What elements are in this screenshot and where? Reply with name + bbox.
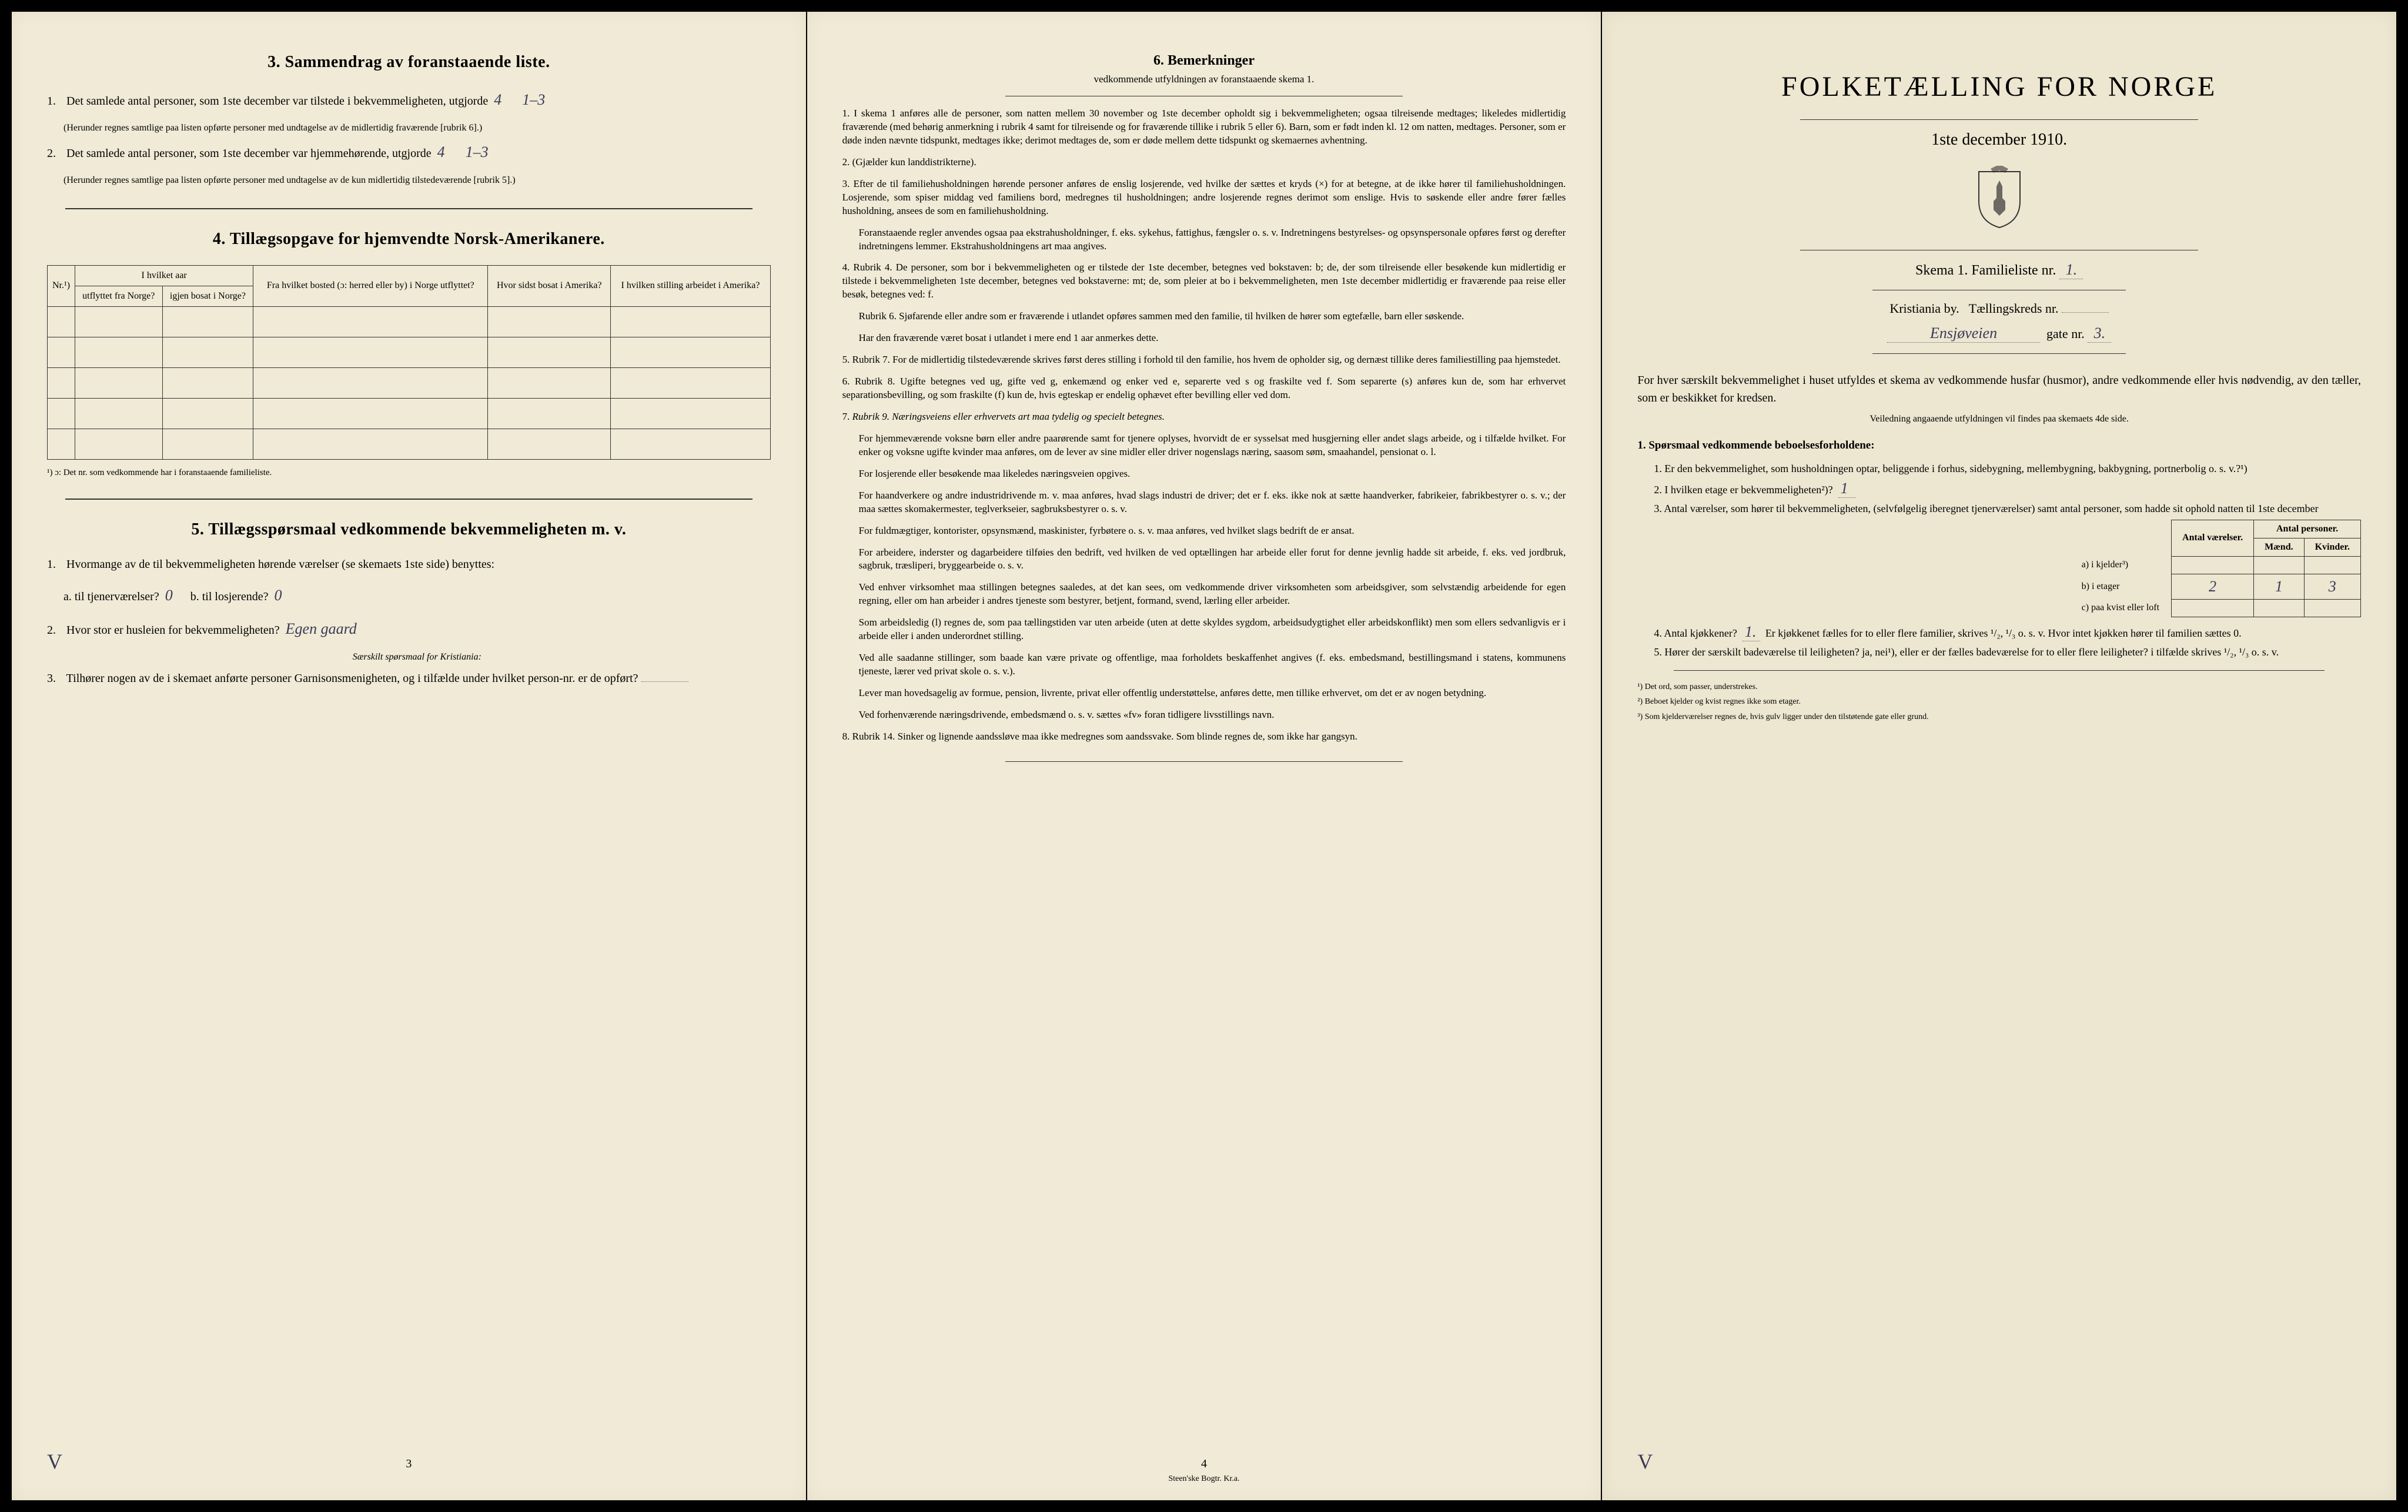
remark-1: 1. I skema 1 anføres alle de personer, s… bbox=[842, 107, 1566, 148]
remark-7: 7. Rubrik 9. Næringsveiens eller erhverv… bbox=[842, 410, 1566, 424]
remark-7c: For haandverkere og andre industridriven… bbox=[859, 489, 1566, 516]
remark-7j: Ved forhenværende næringsdrivende, embed… bbox=[859, 708, 1566, 722]
coat-of-arms-icon bbox=[1637, 166, 2361, 233]
divider bbox=[65, 208, 752, 209]
table-4-foot: ¹) ɔ: Det nr. som vedkommende har i fora… bbox=[47, 468, 771, 478]
section-5-title: 5. Tillægsspørsmaal vedkommende bekvemme… bbox=[47, 520, 771, 539]
guidance-text: Veiledning angaaende utfyldningen vil fi… bbox=[1637, 414, 2361, 424]
page-right: FOLKETÆLLING FOR NORGE 1ste december 191… bbox=[1602, 12, 2396, 1500]
col-bosat: igjen bosat i Norge? bbox=[162, 286, 253, 306]
foot-1: ¹) Det ord, som passer, understrekes. bbox=[1637, 681, 2361, 693]
remark-7e: For arbeidere, inderster og dagarbeidere… bbox=[859, 546, 1566, 573]
intro-text: For hver særskilt bekvemmelighet i huset… bbox=[1637, 372, 2361, 407]
page-left: 3. Sammendrag av foranstaaende liste. 1.… bbox=[12, 12, 806, 1500]
col-utflyttet: utflyttet fra Norge? bbox=[75, 286, 163, 306]
street-val: Ensjøveien bbox=[1887, 325, 2040, 343]
item-2: 2. Det samlede antal personer, som 1ste … bbox=[47, 141, 771, 163]
remark-7h: Ved alle saadanne stillinger, som baade … bbox=[859, 651, 1566, 678]
section-3-title: 3. Sammendrag av foranstaaende liste. bbox=[47, 53, 771, 72]
city-line: Kristiania by. Tællingskreds nr. bbox=[1637, 301, 2361, 316]
date-line: 1ste december 1910. bbox=[1637, 131, 2361, 149]
main-title: FOLKETÆLLING FOR NORGE bbox=[1637, 71, 2361, 103]
page-middle: 6. Bemerkninger vedkommende utfyldningen… bbox=[807, 12, 1601, 1500]
remark-7d: For fuldmægtiger, kontorister, opsynsmæn… bbox=[859, 524, 1566, 538]
foot-3: ³) Som kjelderværelser regnes de, hvis g… bbox=[1637, 711, 2361, 723]
q5-2-val: Egen gaard bbox=[286, 620, 357, 637]
page-num-4: 4 bbox=[1201, 1457, 1207, 1471]
q1-3: 3. Antal værelser, som hører til bekvemm… bbox=[1654, 503, 2361, 515]
q1-title: 1. Spørsmaal vedkommende beboelsesforhol… bbox=[1637, 437, 2361, 454]
item-1: 1. Det samlede antal personer, som 1ste … bbox=[47, 88, 771, 111]
skema-line: Skema 1. Familieliste nr. 1. bbox=[1637, 261, 2361, 279]
q5-1b-val: 0 bbox=[274, 587, 282, 604]
item-2-val2: 1–3 bbox=[466, 143, 489, 160]
check-mark: V bbox=[1637, 1449, 1653, 1474]
table-4: Nr.¹) I hvilket aar Fra hvilket bosted (… bbox=[47, 265, 771, 460]
remark-5: 5. Rubrik 7. For de midlertidig tilstede… bbox=[842, 353, 1566, 367]
divider bbox=[1674, 670, 2325, 671]
q1-2: 2. I hvilken etage er bekvemmeligheten²)… bbox=[1654, 480, 2361, 498]
q1-4: 4. Antal kjøkkener? 1. Er kjøkkenet fæll… bbox=[1654, 623, 2361, 641]
item-1-text: Det samlede antal personer, som 1ste dec… bbox=[66, 95, 488, 108]
item-2-text: Det samlede antal personer, som 1ste dec… bbox=[66, 147, 432, 160]
etage-val: 1 bbox=[1838, 480, 1856, 498]
remark-4c: Har den fraværende været bosat i utlande… bbox=[859, 332, 1566, 345]
remark-7a: For hjemmeværende voksne børn eller andr… bbox=[859, 432, 1566, 459]
street-line: Ensjøveien gate nr. 3. bbox=[1637, 325, 2361, 343]
q5-1a-val: 0 bbox=[165, 587, 173, 604]
foot-2: ²) Beboet kjelder og kvist regnes ikke s… bbox=[1637, 696, 2361, 708]
q5-2-note: Særskilt spørsmaal for Kristiania: bbox=[63, 651, 771, 664]
printer-line: Steen'ske Bogtr. Kr.a. bbox=[1168, 1474, 1239, 1484]
remark-6: 6. Rubrik 8. Ugifte betegnes ved ug, gif… bbox=[842, 375, 1566, 402]
col-stilling: I hvilken stilling arbeidet i Amerika? bbox=[611, 265, 770, 306]
row-b-maend: 1 bbox=[2275, 578, 2283, 595]
check-mark: V bbox=[47, 1449, 62, 1474]
remark-7i: Lever man hovedsagelig av formue, pensio… bbox=[859, 687, 1566, 700]
item-2-val1: 4 bbox=[437, 143, 445, 160]
section-6-title: 6. Bemerkninger bbox=[842, 53, 1566, 69]
col-amerika: Hvor sidst bosat i Amerika? bbox=[488, 265, 611, 306]
col-bosted: Fra hvilket bosted (ɔ: herred eller by) … bbox=[253, 265, 488, 306]
item-1-note: (Herunder regnes samtlige paa listen opf… bbox=[63, 122, 771, 135]
remark-7b: For losjerende eller besøkende maa likel… bbox=[859, 467, 1566, 481]
divider bbox=[65, 499, 752, 500]
item-2-note: (Herunder regnes samtlige paa listen opf… bbox=[63, 174, 771, 187]
col-nr: Nr.¹) bbox=[48, 265, 75, 306]
page-num-3: 3 bbox=[406, 1457, 412, 1471]
q5-1: 1. Hvormange av de til bekvemmeligheten … bbox=[47, 556, 771, 573]
remark-8: 8. Rubrik 14. Sinker og lignende aandssl… bbox=[842, 730, 1566, 744]
item-1-val1: 4 bbox=[494, 91, 501, 108]
remark-4b: Rubrik 6. Sjøfarende eller andre som er … bbox=[859, 310, 1566, 323]
divider-short bbox=[1800, 119, 2198, 120]
row-b-kvinder: 3 bbox=[2329, 578, 2336, 595]
remark-7f: Ved enhver virksomhet maa stillingen bet… bbox=[859, 581, 1566, 608]
divider-short bbox=[1005, 761, 1403, 762]
kjokken-val: 1. bbox=[1743, 623, 1760, 641]
row-b-vaer: 2 bbox=[2209, 578, 2216, 595]
rooms-table: Antal værelser. Antal personer. Mænd. Kv… bbox=[2071, 520, 2361, 617]
remark-4: 4. Rubrik 4. De personer, som bor i bekv… bbox=[842, 261, 1566, 302]
item-num: 2. bbox=[47, 145, 63, 162]
section-4-title: 4. Tillægsopgave for hjemvendte Norsk-Am… bbox=[47, 230, 771, 249]
q1-1: 1. Er den bekvemmelighet, som husholdnin… bbox=[1654, 463, 2361, 475]
remark-7g: Som arbeidsledig (l) regnes de, som paa … bbox=[859, 616, 1566, 643]
item-1-val2: 1–3 bbox=[522, 91, 545, 108]
remark-3: 3. Efter de til familiehusholdningen hør… bbox=[842, 178, 1566, 218]
q1-5: 5. Hører der særskilt badeværelse til le… bbox=[1654, 646, 2361, 658]
divider-short bbox=[1872, 353, 2126, 354]
item-num: 1. bbox=[47, 92, 63, 110]
gate-nr: 3. bbox=[2088, 325, 2111, 343]
remark-2: 2. (Gjælder kun landdistrikterne). bbox=[842, 156, 1566, 169]
remark-3b: Foranstaaende regler anvendes ogsaa paa … bbox=[859, 226, 1566, 253]
q5-2: 2. Hvor stor er husleien for bekvemmelig… bbox=[47, 617, 771, 640]
q5-3: 3. Tilhører nogen av de i skemaet anført… bbox=[47, 670, 771, 687]
section-6-sub: vedkommende utfyldningen av foranstaaend… bbox=[842, 73, 1566, 85]
familieliste-nr: 1. bbox=[2059, 261, 2083, 279]
col-aar: I hvilket aar bbox=[75, 265, 253, 286]
q5-1ab: a. til tjenerværelser? 0 b. til losjeren… bbox=[63, 584, 771, 607]
